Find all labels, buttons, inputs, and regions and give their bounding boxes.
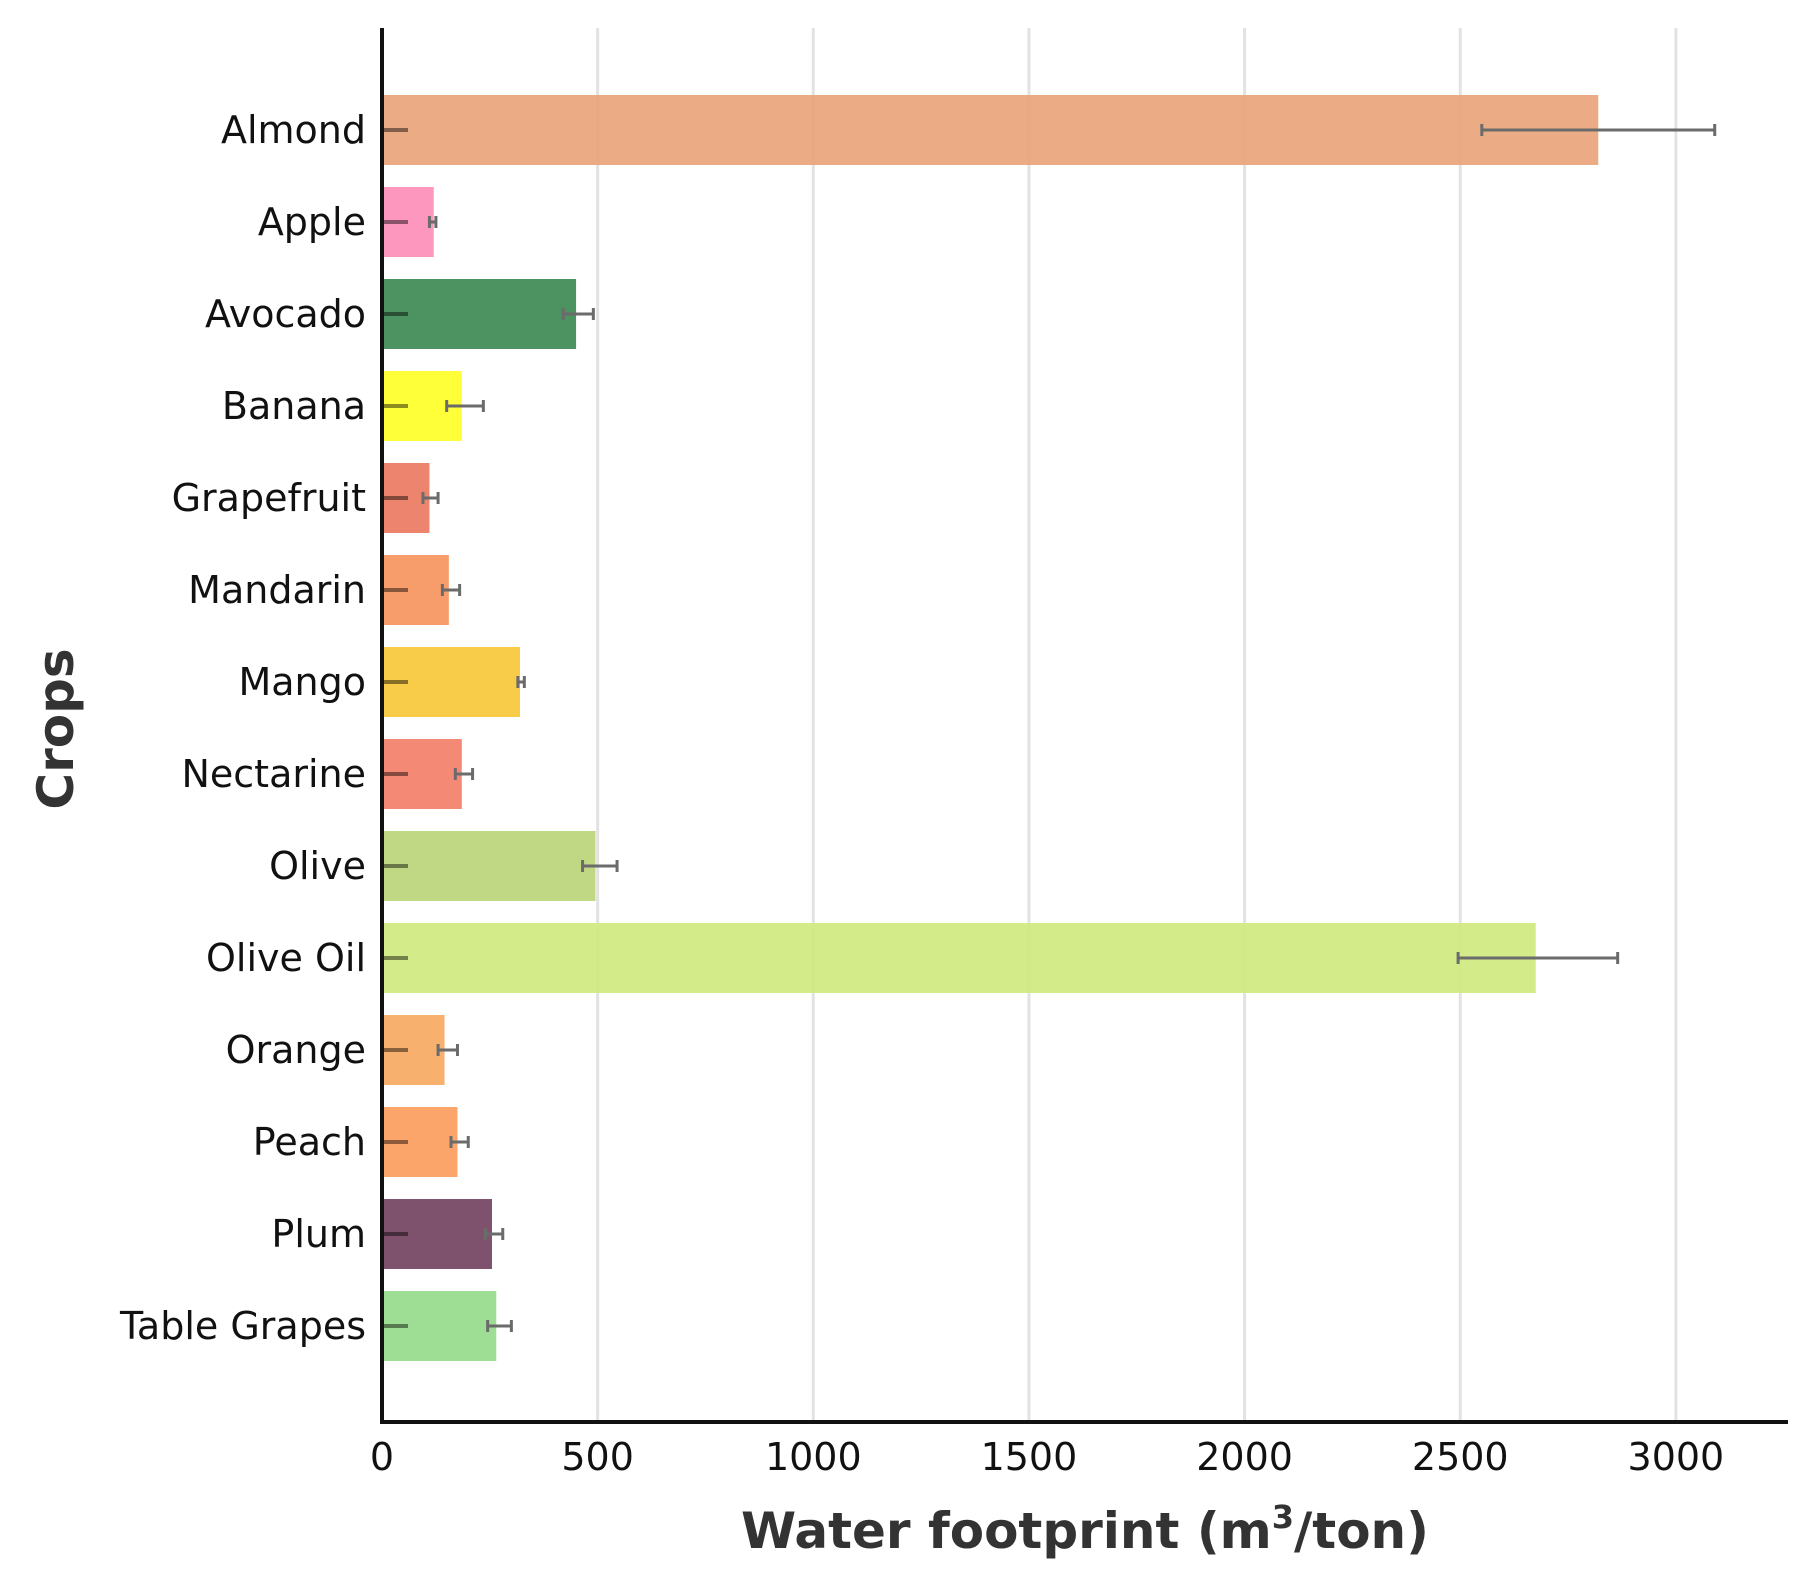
bar-olive-oil [382, 923, 1536, 993]
error-bar-olive [581, 860, 619, 872]
y-tick-label-plum: Plum [271, 1212, 366, 1256]
bar-almond [382, 95, 1599, 165]
error-bar-apple [427, 216, 438, 228]
error-bar-almond [1480, 124, 1717, 136]
x-tick-label-500: 500 [561, 1435, 634, 1479]
error-bar-table-grapes [486, 1320, 513, 1332]
y-tick-label-mango: Mango [238, 660, 366, 704]
x-tick-label-1000: 1000 [765, 1435, 862, 1479]
error-bar-nectarine [453, 768, 475, 780]
bar-mango [382, 647, 521, 717]
y-tick-label-orange: Orange [226, 1028, 366, 1072]
x-tick-label-0: 0 [370, 1435, 394, 1479]
error-bar-grapefruit [421, 492, 440, 504]
x-tick-label-2500: 2500 [1412, 1435, 1509, 1479]
y-tick-labels: Almond Apple Avocado Banana Grapefruit Mandar… [119, 108, 366, 1348]
y-tick-label-mandarin: Mandarin [188, 568, 366, 612]
error-bar-banana [445, 400, 485, 412]
bar-mandarin [382, 555, 449, 625]
y-tick-label-almond: Almond [221, 108, 366, 152]
error-bar-olive-oil [1456, 952, 1620, 964]
y-tick-label-grapefruit: Grapefruit [172, 476, 366, 520]
y-tick-label-olive: Olive [269, 844, 366, 888]
error-bar-peach [449, 1136, 470, 1148]
error-bars [421, 124, 1717, 1332]
bar-nectarine [382, 739, 462, 809]
error-bar-mango [516, 676, 526, 688]
bar-avocado [382, 279, 577, 349]
x-tick-label-3000: 3000 [1628, 1435, 1725, 1479]
error-bar-orange [436, 1044, 459, 1056]
grid-lines [596, 28, 1678, 1422]
bar-orange [382, 1015, 445, 1085]
y-tick-label-peach: Peach [253, 1120, 366, 1164]
error-bar-avocado [561, 308, 595, 320]
y-tick-label-banana: Banana [222, 384, 366, 428]
bar-olive [382, 831, 596, 901]
y-tick-label-table-grapes: Table Grapes [119, 1304, 366, 1348]
y-tick-label-apple: Apple [258, 200, 366, 244]
error-bar-plum [484, 1228, 505, 1240]
x-tick-label-2000: 2000 [1196, 1435, 1293, 1479]
bar-table-grapes [382, 1291, 497, 1361]
bars [382, 95, 1599, 1361]
y-tick-label-avocado: Avocado [205, 292, 366, 336]
bar-apple [382, 187, 434, 257]
x-axis-title: Water footprint (m3/ton) [741, 1498, 1429, 1560]
y-axis-title: Crops [27, 648, 85, 809]
y-tick-label-olive-oil: Olive Oil [206, 936, 366, 980]
bar-peach [382, 1107, 458, 1177]
bar-plum [382, 1199, 492, 1269]
error-bar-mandarin [440, 584, 462, 596]
x-tick-labels: 0 500 1000 1500 2000 2500 3000 [370, 1435, 1724, 1479]
bar-stubs [382, 128, 408, 1328]
y-tick-label-nectarine: Nectarine [181, 752, 366, 796]
x-tick-label-1500: 1500 [981, 1435, 1078, 1479]
